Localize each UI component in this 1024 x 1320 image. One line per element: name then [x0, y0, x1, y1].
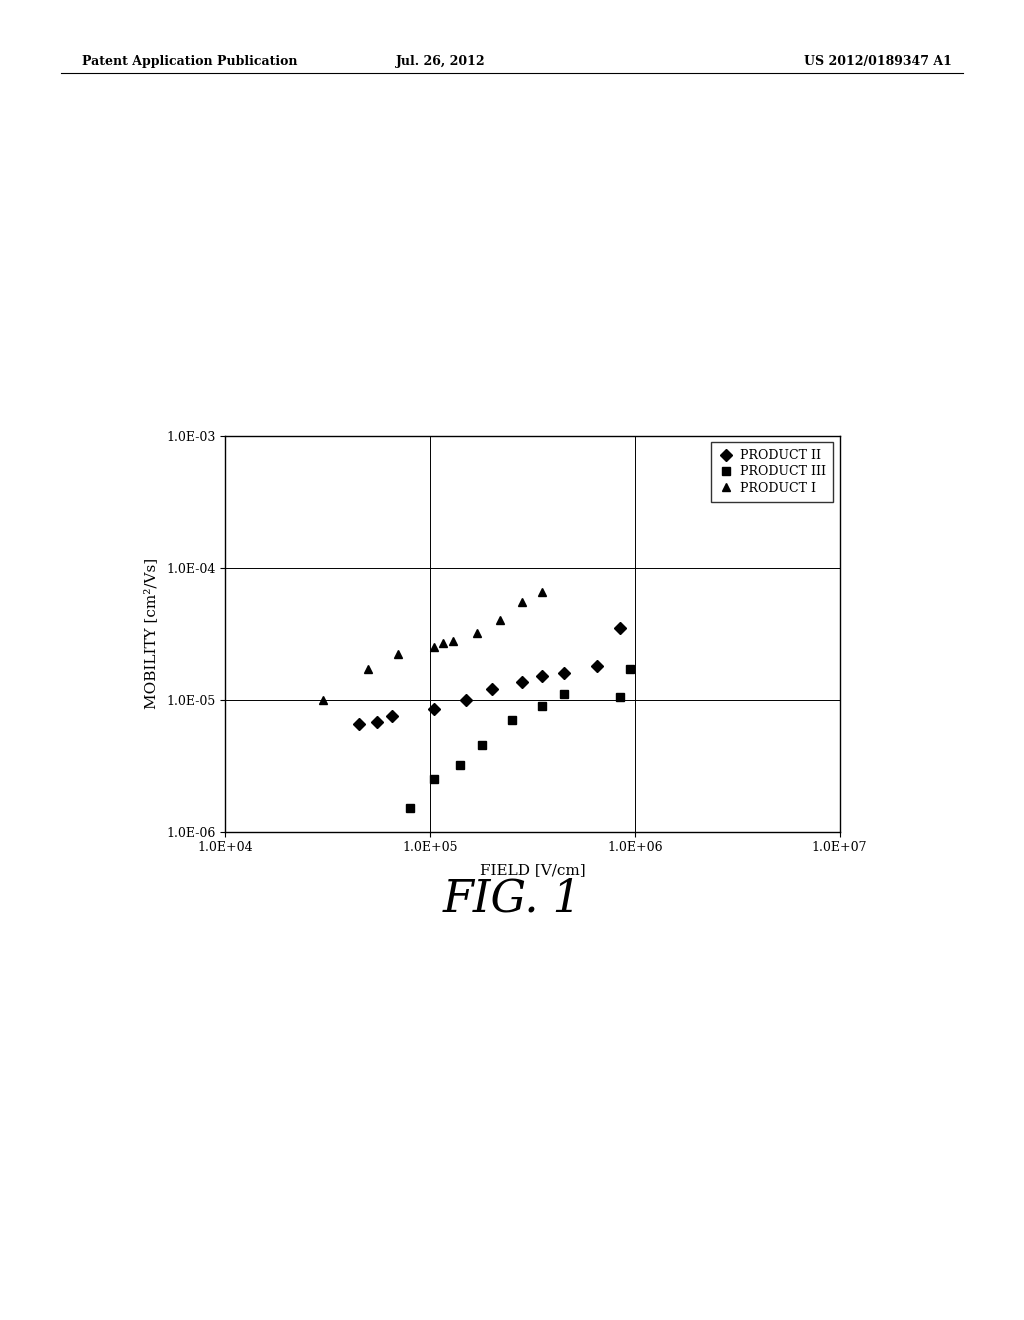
PRODUCT III	[558, 686, 570, 702]
PRODUCT III	[454, 756, 466, 772]
PRODUCT III	[625, 661, 637, 677]
Line: PRODUCT II: PRODUCT II	[355, 623, 625, 729]
PRODUCT I	[447, 632, 460, 648]
PRODUCT I	[362, 661, 375, 677]
Legend: PRODUCT II, PRODUCT III, PRODUCT I: PRODUCT II, PRODUCT III, PRODUCT I	[712, 442, 834, 502]
PRODUCT II	[558, 665, 570, 681]
PRODUCT II	[614, 620, 627, 636]
PRODUCT II	[371, 714, 383, 730]
PRODUCT III	[404, 800, 417, 816]
Y-axis label: MOBILITY [cm²/Vs]: MOBILITY [cm²/Vs]	[143, 558, 158, 709]
PRODUCT II	[536, 668, 548, 684]
PRODUCT II	[386, 708, 398, 723]
PRODUCT III	[506, 711, 518, 727]
PRODUCT III	[614, 689, 627, 705]
Text: Jul. 26, 2012: Jul. 26, 2012	[395, 55, 485, 69]
PRODUCT I	[494, 612, 506, 628]
PRODUCT I	[428, 639, 440, 655]
PRODUCT I	[515, 594, 527, 610]
PRODUCT I	[471, 624, 483, 640]
PRODUCT II	[353, 717, 366, 733]
PRODUCT I	[536, 585, 548, 601]
PRODUCT II	[485, 681, 498, 697]
X-axis label: FIELD [V/cm]: FIELD [V/cm]	[479, 863, 586, 876]
Text: FIG. 1: FIG. 1	[442, 878, 582, 921]
PRODUCT III	[536, 698, 548, 714]
PRODUCT III	[476, 738, 488, 754]
Text: US 2012/0189347 A1: US 2012/0189347 A1	[805, 55, 952, 69]
PRODUCT II	[591, 657, 603, 673]
PRODUCT II	[515, 675, 527, 690]
PRODUCT I	[316, 692, 329, 708]
PRODUCT III	[428, 771, 440, 787]
Line: PRODUCT III: PRODUCT III	[407, 665, 635, 813]
PRODUCT I	[436, 635, 449, 651]
PRODUCT II	[460, 692, 472, 708]
PRODUCT I	[392, 647, 404, 663]
Line: PRODUCT I: PRODUCT I	[318, 589, 546, 704]
Text: Patent Application Publication: Patent Application Publication	[82, 55, 297, 69]
PRODUCT II	[428, 701, 440, 717]
